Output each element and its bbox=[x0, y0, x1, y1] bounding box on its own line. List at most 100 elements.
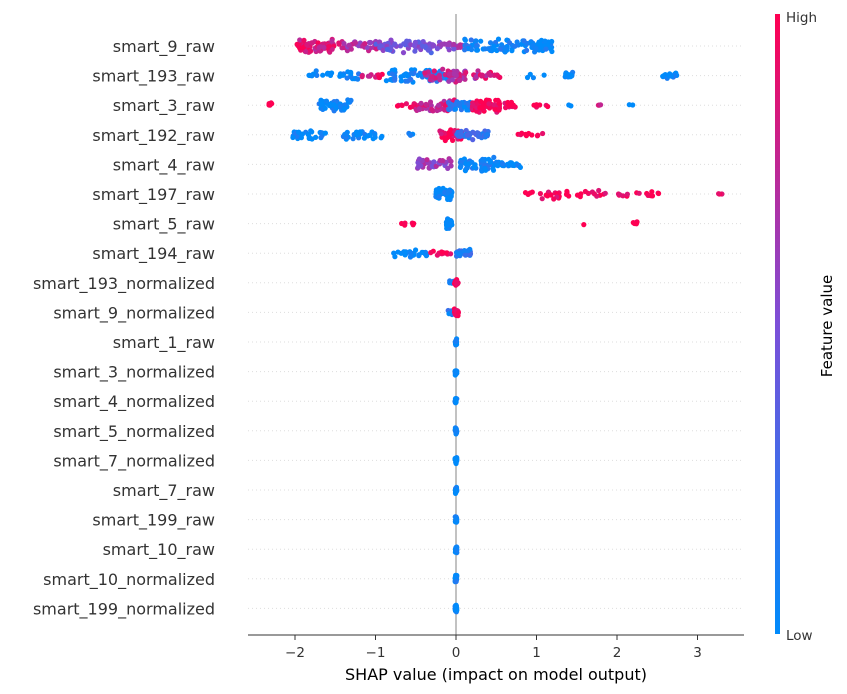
shap-point bbox=[455, 310, 461, 316]
feature-label: smart_3_normalized bbox=[53, 363, 215, 383]
shap-point bbox=[416, 156, 422, 162]
feature-label: smart_10_raw bbox=[103, 540, 215, 560]
shap-point bbox=[420, 43, 426, 49]
shap-point bbox=[331, 102, 337, 108]
shap-point bbox=[566, 193, 572, 199]
shap-point bbox=[348, 46, 354, 52]
shap-point bbox=[355, 76, 361, 82]
shap-point bbox=[416, 253, 422, 259]
shap-point bbox=[457, 42, 463, 48]
shap-point bbox=[537, 102, 543, 108]
shap-point bbox=[327, 49, 333, 55]
shap-point bbox=[500, 161, 506, 167]
shap-point bbox=[465, 248, 471, 254]
shap-point bbox=[437, 77, 443, 83]
shap-point bbox=[461, 248, 467, 254]
shap-point bbox=[442, 137, 448, 144]
shap-point bbox=[348, 71, 354, 77]
shap-point bbox=[392, 77, 398, 83]
shap-point bbox=[451, 46, 457, 52]
shap-point bbox=[296, 129, 302, 135]
shap-point bbox=[431, 159, 437, 165]
shap-point bbox=[309, 73, 315, 79]
shap-point bbox=[336, 41, 342, 47]
shap-point bbox=[450, 137, 456, 143]
shap-point bbox=[463, 69, 469, 76]
shap-point bbox=[462, 47, 468, 53]
shap-point bbox=[602, 190, 608, 196]
shap-point bbox=[434, 46, 440, 52]
shap-point bbox=[400, 50, 407, 56]
shap-point bbox=[509, 48, 515, 54]
feature-label: smart_197_raw bbox=[92, 185, 215, 205]
shap-point bbox=[447, 280, 453, 286]
shap-point bbox=[464, 132, 470, 138]
shap-point bbox=[341, 40, 347, 47]
shap-point bbox=[508, 99, 514, 105]
shap-point bbox=[309, 136, 315, 142]
feature-labels: smart_9_raw smart_193_raw smart_3_rawsmart… bbox=[33, 37, 215, 619]
shap-point bbox=[483, 132, 489, 138]
shap-point bbox=[448, 251, 454, 257]
shap-point bbox=[401, 41, 407, 47]
shap-point bbox=[445, 189, 451, 195]
shap-point bbox=[495, 36, 502, 42]
shap-point bbox=[350, 136, 356, 142]
shap-point bbox=[533, 45, 539, 52]
shap-point bbox=[482, 46, 488, 52]
shap-point bbox=[490, 45, 496, 52]
shap-point bbox=[502, 49, 508, 55]
shap-point bbox=[326, 43, 332, 49]
shap-point bbox=[408, 250, 414, 256]
shap-point bbox=[402, 249, 408, 255]
shap-point bbox=[543, 46, 549, 52]
shap-point bbox=[445, 195, 451, 201]
colorbar-high-label: High bbox=[786, 10, 817, 26]
shap-point bbox=[434, 252, 440, 258]
shap-point bbox=[537, 191, 544, 197]
shap-point bbox=[521, 38, 527, 44]
shap-point bbox=[542, 38, 548, 44]
shap-point bbox=[475, 133, 482, 139]
shap-point bbox=[411, 43, 418, 49]
feature-label: smart_193_normalized bbox=[33, 274, 215, 294]
shap-point bbox=[304, 42, 310, 48]
shap-point bbox=[452, 106, 458, 112]
shap-point bbox=[384, 46, 390, 53]
shap-point bbox=[496, 101, 503, 107]
shap-point bbox=[427, 99, 434, 105]
shap-point bbox=[308, 48, 314, 54]
shap-point bbox=[452, 487, 458, 493]
shap-point bbox=[394, 103, 401, 109]
shap-point bbox=[300, 44, 306, 51]
feature-label: smart_9_normalized bbox=[53, 303, 215, 323]
shap-point bbox=[624, 191, 631, 197]
shap-point bbox=[433, 189, 440, 195]
shap-point bbox=[344, 75, 350, 81]
shap-point bbox=[403, 71, 409, 77]
shap-point bbox=[645, 192, 651, 198]
shap-point bbox=[309, 40, 315, 46]
shap-point bbox=[512, 43, 518, 49]
shap-point bbox=[537, 41, 543, 47]
shap-point bbox=[464, 107, 470, 113]
shap-point bbox=[303, 49, 309, 55]
colorbar-low-label: Low bbox=[786, 628, 813, 644]
shap-point bbox=[490, 165, 496, 172]
shap-point bbox=[436, 193, 442, 199]
shap-point bbox=[318, 100, 324, 106]
shap-point bbox=[668, 73, 675, 79]
shap-point bbox=[439, 41, 445, 47]
shap-point bbox=[507, 40, 513, 46]
shap-point bbox=[439, 249, 445, 255]
feature-label: smart_4_raw bbox=[113, 155, 215, 175]
shap-point bbox=[418, 100, 424, 106]
shap-point bbox=[524, 47, 530, 54]
shap-point bbox=[392, 41, 398, 47]
shap-point bbox=[337, 103, 344, 109]
shap-point bbox=[368, 39, 374, 46]
shap-point bbox=[531, 102, 537, 108]
x-tick-label: −1 bbox=[366, 645, 386, 661]
x-tick-label: 3 bbox=[693, 645, 702, 661]
shap-point bbox=[512, 104, 518, 110]
